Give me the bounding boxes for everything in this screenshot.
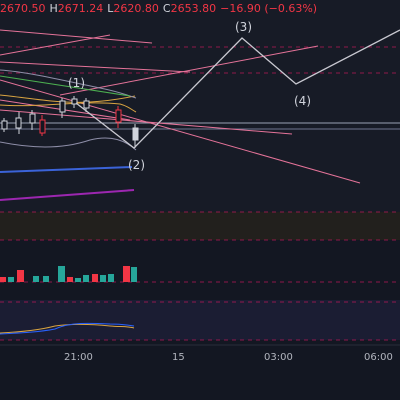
time-tick-15: 15 (172, 352, 185, 363)
purple-trend-line[interactable] (0, 189, 135, 201)
time-tick-2100: 21:00 (64, 352, 93, 363)
blue-trend-line[interactable] (0, 166, 133, 173)
reference-lines (0, 46, 400, 341)
close-value: 2653.80 (170, 2, 217, 15)
moving-averages (0, 94, 137, 113)
price-zone-band (0, 212, 400, 240)
green-line (0, 75, 131, 97)
wave-label-1[interactable]: (1) (68, 76, 85, 90)
oscillator (0, 322, 135, 335)
candlesticks[interactable] (1, 96, 139, 148)
main-pane (0, 0, 400, 240)
wave-label-2[interactable]: (2) (128, 158, 145, 172)
time-tick-0600: 06:00 (364, 352, 393, 363)
volume-bars (0, 266, 137, 282)
change-value: −16.90 (−0.63%) (220, 2, 318, 15)
high-key: H (49, 2, 58, 15)
close-key: C (162, 2, 171, 15)
high-value: 2671.24 (57, 2, 104, 15)
wave-label-3[interactable]: (3) (235, 20, 252, 34)
oscillator-band (0, 300, 400, 340)
open-value: 2670.50 (0, 2, 46, 15)
wave-label-4[interactable]: (4) (294, 94, 311, 108)
ohlc-legend: 2670.50 H2671.24 L2620.80 C2653.80 −16.90 (−… (0, 2, 321, 16)
elliott-wave-line[interactable] (75, 29, 400, 149)
time-tick-0300: 03:00 (264, 352, 293, 363)
low-key: L (107, 2, 114, 15)
low-value: 2620.80 (113, 2, 159, 15)
